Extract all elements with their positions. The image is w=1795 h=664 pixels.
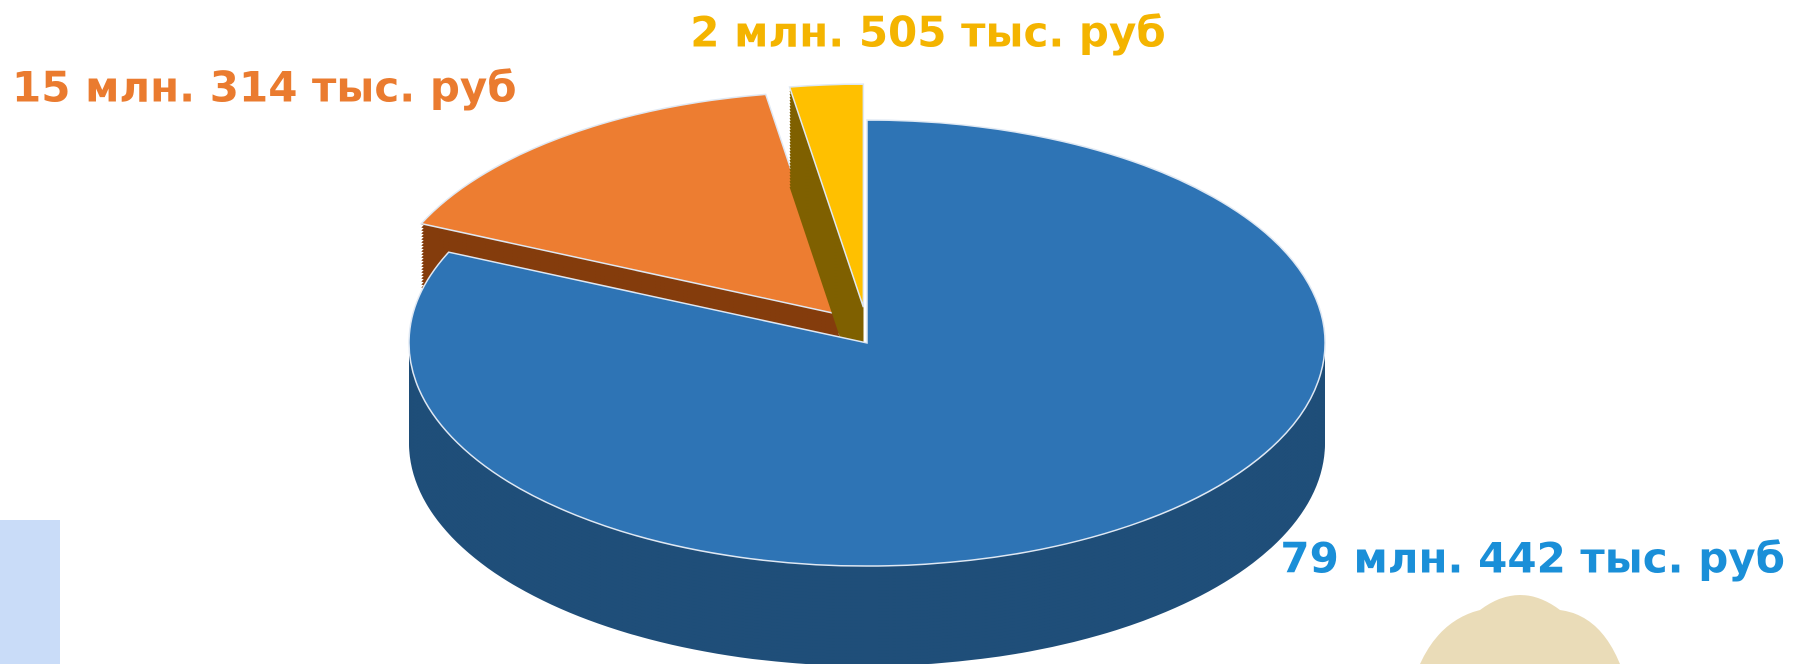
pie [408, 83, 1326, 664]
decoration [0, 520, 60, 664]
slice-label: 2 млн. 505 тыс. руб [690, 8, 1165, 57]
slice-label: 79 млн. 442 тыс. руб [1280, 534, 1785, 583]
slice [419, 93, 841, 316]
slice [788, 83, 865, 308]
logo [1420, 595, 1620, 664]
slice [408, 119, 1326, 567]
slice-label: 15 млн. 314 тыс. руб [12, 63, 517, 112]
